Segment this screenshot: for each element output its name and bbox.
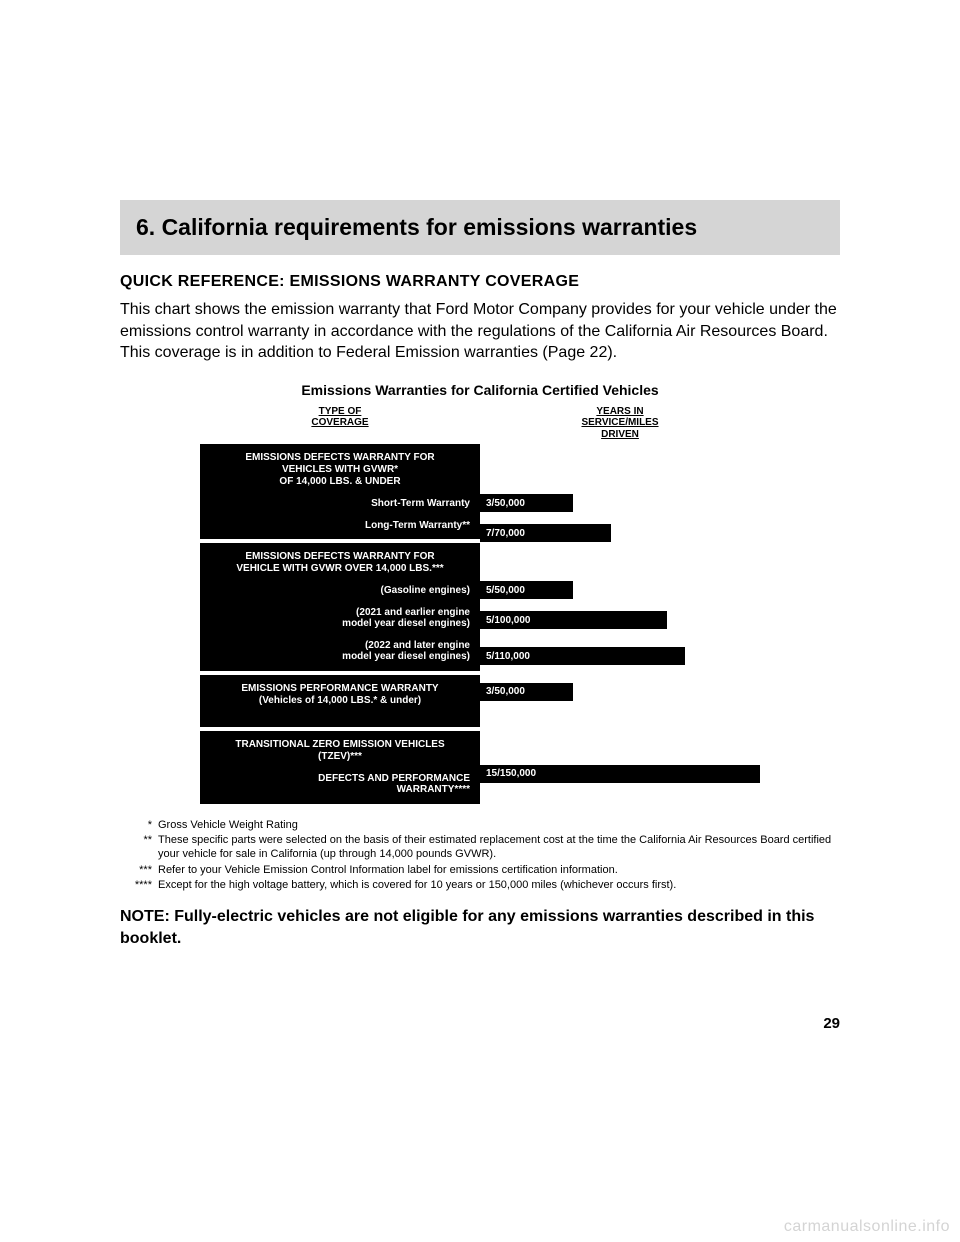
- column-header-left: TYPE OFCOVERAGE: [200, 406, 480, 441]
- coverage-row-label: (2022 and later enginemodel year diesel …: [210, 640, 470, 663]
- coverage-section: EMISSIONS DEFECTS WARRANTY FORVEHICLE WI…: [200, 543, 480, 671]
- sub-heading: QUICK REFERENCE: EMISSIONS WARRANTY COVE…: [120, 273, 840, 291]
- coverage-bar: 5/100,000: [480, 611, 667, 629]
- coverage-row-label: Long-Term Warranty**: [210, 520, 470, 532]
- footnote-text: Except for the high voltage battery, whi…: [158, 878, 836, 892]
- coverage-row-label: Short-Term Warranty: [210, 498, 470, 510]
- footnotes: *Gross Vehicle Weight Rating**These spec…: [120, 818, 840, 892]
- coverage-bar: 3/50,000: [480, 683, 573, 701]
- coverage-section: EMISSIONS PERFORMANCE WARRANTY(Vehicles …: [200, 675, 480, 727]
- footnote-text: These specific parts were selected on th…: [158, 833, 836, 862]
- coverage-section: EMISSIONS DEFECTS WARRANTY FORVEHICLES W…: [200, 444, 480, 539]
- footnote-mark: **: [124, 833, 158, 862]
- coverage-section: TRANSITIONAL ZERO EMISSION VEHICLES(TZEV…: [200, 731, 480, 804]
- footnote-text: Refer to your Vehicle Emission Control I…: [158, 863, 836, 877]
- coverage-bar: 15/150,000: [480, 765, 760, 783]
- footnote-mark: ***: [124, 863, 158, 877]
- chart-title: Emissions Warranties for California Cert…: [120, 382, 840, 398]
- coverage-section-title: EMISSIONS PERFORMANCE WARRANTY(Vehicles …: [210, 683, 470, 707]
- footnote-text: Gross Vehicle Weight Rating: [158, 818, 836, 832]
- coverage-bar: 3/50,000: [480, 494, 573, 512]
- section-header: 6. California requirements for emissions…: [120, 200, 840, 255]
- coverage-row-label: (Gasoline engines): [210, 585, 470, 597]
- intro-paragraph: This chart shows the emission warranty t…: [120, 299, 840, 364]
- section-title: 6. California requirements for emissions…: [136, 214, 824, 241]
- coverage-section-title: TRANSITIONAL ZERO EMISSION VEHICLES(TZEV…: [210, 739, 470, 763]
- coverage-bar: 7/70,000: [480, 524, 611, 542]
- warranty-chart: TYPE OFCOVERAGE YEARS INSERVICE/MILESDRI…: [200, 406, 760, 804]
- coverage-section-title: EMISSIONS DEFECTS WARRANTY FORVEHICLES W…: [210, 452, 470, 488]
- coverage-row-label: (2021 and earlier enginemodel year diese…: [210, 607, 470, 630]
- watermark: carmanualsonline.info: [784, 1218, 950, 1236]
- page-number: 29: [823, 1015, 840, 1032]
- coverage-row-label: DEFECTS AND PERFORMANCEWARRANTY****: [210, 773, 470, 796]
- column-header-right: YEARS INSERVICE/MILESDRIVEN: [480, 406, 760, 441]
- footnote-mark: *: [124, 818, 158, 832]
- coverage-bar: 5/50,000: [480, 581, 573, 599]
- coverage-section-title: EMISSIONS DEFECTS WARRANTY FORVEHICLE WI…: [210, 551, 470, 575]
- footnote-mark: ****: [124, 878, 158, 892]
- coverage-bar: 5/110,000: [480, 647, 685, 665]
- note-paragraph: NOTE: Fully-electric vehicles are not el…: [120, 906, 840, 949]
